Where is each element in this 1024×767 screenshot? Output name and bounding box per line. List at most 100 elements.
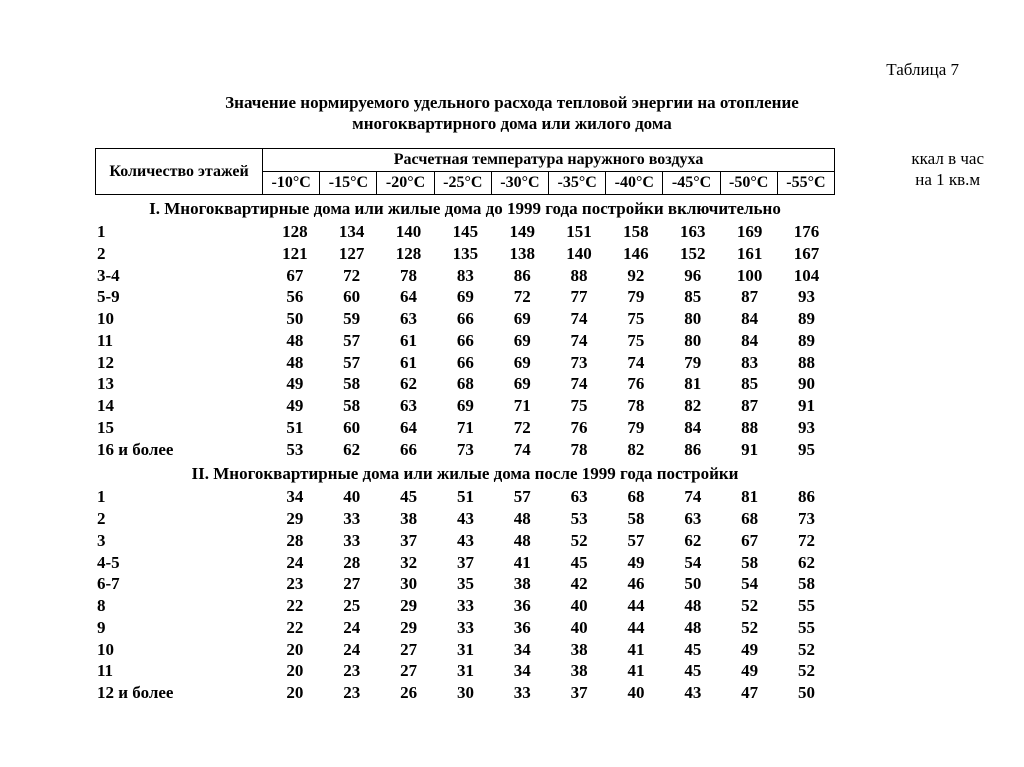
- cell: 78: [607, 395, 664, 417]
- row-label: 12 и более: [95, 682, 267, 704]
- cell: 34: [267, 486, 324, 508]
- cell: 79: [607, 286, 664, 308]
- cell: 49: [721, 639, 778, 661]
- header-temperature: Расчетная температура наружного воздуха: [263, 149, 835, 172]
- cell: 49: [721, 660, 778, 682]
- cell: 140: [551, 243, 608, 265]
- cell: 31: [437, 639, 494, 661]
- cell: 52: [721, 595, 778, 617]
- cell: 135: [437, 243, 494, 265]
- row-label: 15: [95, 417, 266, 439]
- cell: 82: [664, 395, 721, 417]
- cell: 58: [608, 508, 665, 530]
- cell: 34: [494, 660, 551, 682]
- cell: 25: [323, 595, 380, 617]
- row-label: 10: [95, 308, 266, 330]
- table-row: 4-524283237414549545862: [95, 552, 835, 574]
- cell: 24: [323, 639, 380, 661]
- cell: 57: [323, 352, 380, 374]
- cell: 22: [267, 617, 324, 639]
- cell: 30: [437, 682, 494, 704]
- cell: 72: [494, 286, 551, 308]
- cell: 93: [778, 417, 835, 439]
- cell: 29: [380, 617, 437, 639]
- cell: 161: [721, 243, 778, 265]
- cell: 87: [721, 286, 778, 308]
- cell: 57: [608, 530, 665, 552]
- cell: 73: [551, 352, 608, 374]
- cell: 66: [437, 330, 494, 352]
- cell: 69: [437, 286, 494, 308]
- table-row: 1120232731343841454952: [95, 660, 835, 682]
- cell: 29: [267, 508, 324, 530]
- units-line-1: ккал в час: [911, 149, 984, 168]
- row-label: 14: [95, 395, 266, 417]
- cell: 64: [380, 286, 437, 308]
- cell: 76: [607, 373, 664, 395]
- cell: 28: [267, 530, 324, 552]
- cell: 58: [778, 573, 835, 595]
- table-row: 1128134140145149151158163169176: [95, 221, 835, 243]
- table-row: 822252933364044485255: [95, 595, 835, 617]
- cell: 66: [380, 439, 437, 461]
- table-row: 12 и более20232630333740434750: [95, 682, 835, 704]
- table-row: 1050596366697475808489: [95, 308, 835, 330]
- cell: 61: [380, 330, 437, 352]
- row-label: 1: [95, 486, 267, 508]
- cell: 30: [380, 573, 437, 595]
- cell: 68: [437, 373, 494, 395]
- cell: 52: [551, 530, 608, 552]
- cell: 81: [721, 486, 778, 508]
- cell: 81: [664, 373, 721, 395]
- row-label: 13: [95, 373, 266, 395]
- cell: 74: [664, 486, 721, 508]
- units-line-2: на 1 кв.м: [915, 170, 980, 189]
- table-row: 3-46772788386889296100104: [95, 265, 835, 287]
- cell: 88: [778, 352, 835, 374]
- cell: 43: [437, 530, 494, 552]
- cell: 45: [664, 639, 721, 661]
- cell: 152: [664, 243, 721, 265]
- cell: 89: [778, 330, 835, 352]
- cell: 72: [494, 417, 551, 439]
- cell: 75: [551, 395, 608, 417]
- cell: 83: [721, 352, 778, 374]
- cell: 163: [664, 221, 721, 243]
- cell: 69: [437, 395, 494, 417]
- cell: 62: [380, 373, 437, 395]
- cell: 79: [607, 417, 664, 439]
- cell: 52: [778, 660, 835, 682]
- cell: 63: [380, 308, 437, 330]
- cell: 27: [323, 573, 380, 595]
- cell: 121: [266, 243, 323, 265]
- table-row: 1148576166697475808489: [95, 330, 835, 352]
- cell: 54: [664, 552, 721, 574]
- temp-col-2: -20°C: [377, 172, 434, 195]
- row-label: 2: [95, 508, 267, 530]
- table-header: Количество этажей Расчетная температура …: [95, 148, 835, 195]
- cell: 41: [494, 552, 551, 574]
- cell: 62: [664, 530, 721, 552]
- cell: 69: [494, 352, 551, 374]
- cell: 88: [721, 417, 778, 439]
- cell: 51: [437, 486, 494, 508]
- cell: 50: [778, 682, 835, 704]
- row-label: 11: [95, 660, 267, 682]
- cell: 88: [551, 265, 608, 287]
- cell: 50: [664, 573, 721, 595]
- cell: 146: [607, 243, 664, 265]
- cell: 40: [551, 595, 608, 617]
- cell: 96: [664, 265, 721, 287]
- row-label: 11: [95, 330, 266, 352]
- cell: 53: [266, 439, 323, 461]
- table-row: 5-956606469727779858793: [95, 286, 835, 308]
- cell: 36: [494, 617, 551, 639]
- cell: 86: [778, 486, 835, 508]
- cell: 23: [267, 573, 324, 595]
- cell: 58: [323, 373, 380, 395]
- row-label: 4-5: [95, 552, 267, 574]
- table-row: 6-723273035384246505458: [95, 573, 835, 595]
- temp-col-4: -30°C: [491, 172, 548, 195]
- cell: 24: [323, 617, 380, 639]
- table-row: 1020242731343841454952: [95, 639, 835, 661]
